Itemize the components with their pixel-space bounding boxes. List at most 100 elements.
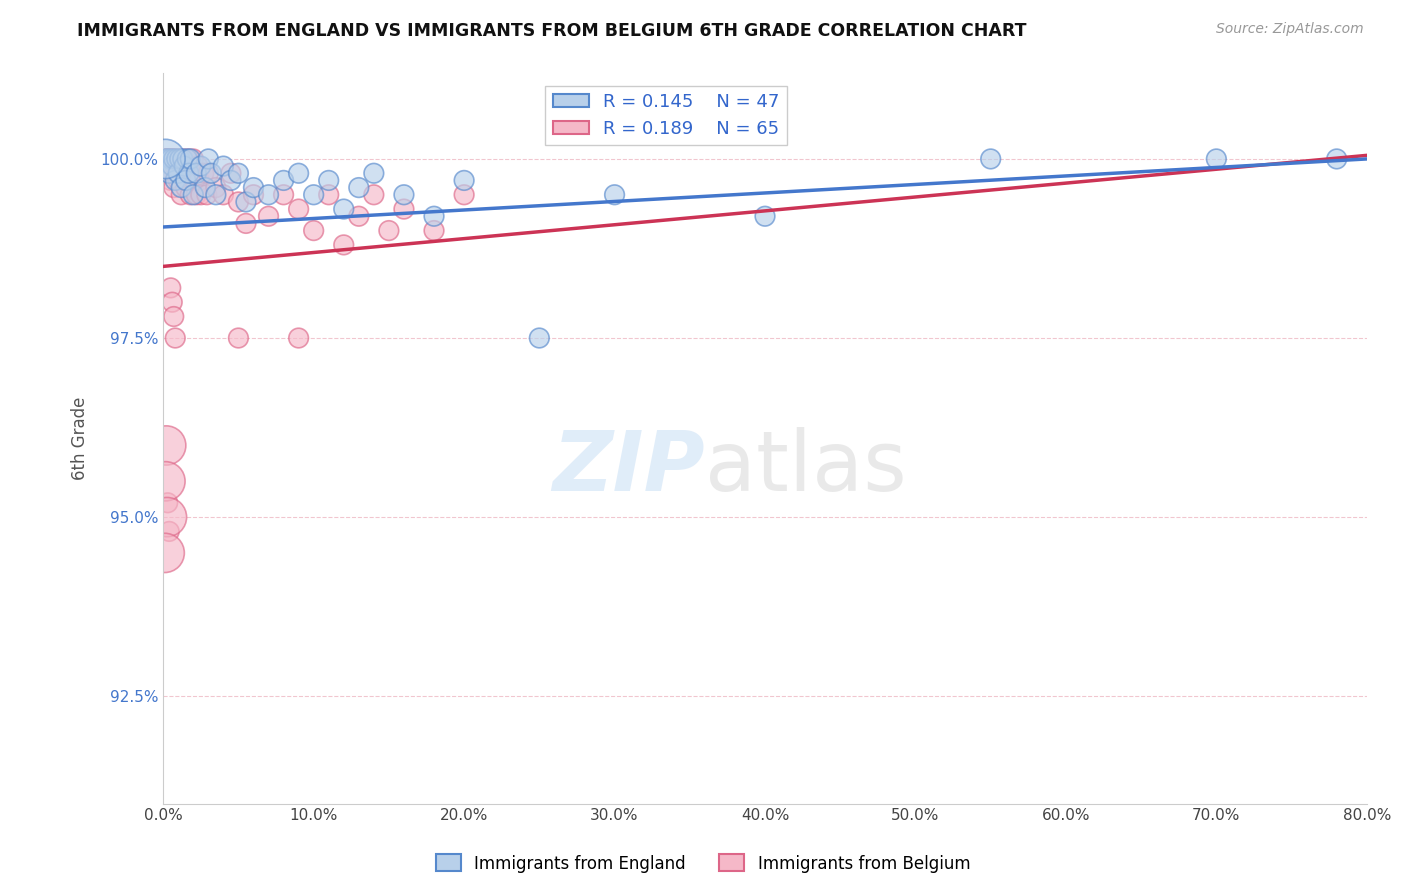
Legend: Immigrants from England, Immigrants from Belgium: Immigrants from England, Immigrants from… bbox=[429, 847, 977, 880]
Point bbox=[318, 187, 340, 202]
Point bbox=[165, 173, 187, 187]
Y-axis label: 6th Grade: 6th Grade bbox=[72, 397, 89, 480]
Point bbox=[159, 152, 181, 166]
Point bbox=[318, 173, 340, 187]
Text: Source: ZipAtlas.com: Source: ZipAtlas.com bbox=[1216, 22, 1364, 37]
Point bbox=[155, 438, 177, 452]
Point bbox=[453, 173, 475, 187]
Point bbox=[157, 166, 180, 180]
Point bbox=[173, 159, 195, 173]
Point bbox=[205, 180, 228, 194]
Point bbox=[181, 152, 204, 166]
Point bbox=[155, 152, 177, 166]
Point bbox=[165, 152, 187, 166]
Point bbox=[179, 152, 201, 166]
Point bbox=[603, 187, 626, 202]
Point bbox=[302, 223, 325, 237]
Point bbox=[228, 166, 250, 180]
Point bbox=[980, 152, 1002, 166]
Point bbox=[190, 159, 212, 173]
Point bbox=[363, 187, 385, 202]
Point bbox=[219, 173, 242, 187]
Point bbox=[453, 187, 475, 202]
Point bbox=[159, 152, 181, 166]
Point bbox=[153, 152, 176, 166]
Point bbox=[163, 159, 186, 173]
Point bbox=[177, 166, 200, 180]
Point bbox=[378, 223, 401, 237]
Point bbox=[529, 331, 551, 345]
Point bbox=[187, 159, 209, 173]
Point bbox=[235, 194, 257, 209]
Point bbox=[155, 152, 177, 166]
Point bbox=[174, 180, 197, 194]
Point bbox=[212, 187, 235, 202]
Point bbox=[190, 187, 212, 202]
Point bbox=[242, 187, 264, 202]
Point bbox=[186, 166, 208, 180]
Point bbox=[169, 152, 191, 166]
Point bbox=[172, 152, 194, 166]
Point bbox=[153, 546, 176, 560]
Point bbox=[205, 187, 228, 202]
Point bbox=[194, 180, 217, 194]
Point bbox=[423, 223, 446, 237]
Point bbox=[167, 166, 190, 180]
Text: IMMIGRANTS FROM ENGLAND VS IMMIGRANTS FROM BELGIUM 6TH GRADE CORRELATION CHART: IMMIGRANTS FROM ENGLAND VS IMMIGRANTS FR… bbox=[77, 22, 1026, 40]
Point bbox=[156, 510, 179, 524]
Point bbox=[162, 295, 184, 310]
Point bbox=[235, 216, 257, 230]
Point bbox=[170, 180, 193, 194]
Point bbox=[155, 475, 177, 489]
Point bbox=[181, 187, 204, 202]
Point bbox=[212, 159, 235, 173]
Point bbox=[392, 187, 415, 202]
Point bbox=[166, 166, 188, 180]
Point bbox=[156, 166, 179, 180]
Point bbox=[287, 331, 309, 345]
Point bbox=[363, 166, 385, 180]
Point bbox=[162, 159, 184, 173]
Point bbox=[163, 310, 186, 324]
Point bbox=[155, 152, 177, 166]
Point bbox=[347, 209, 370, 223]
Point bbox=[423, 209, 446, 223]
Point bbox=[176, 159, 198, 173]
Point bbox=[193, 166, 215, 180]
Point bbox=[754, 209, 776, 223]
Point bbox=[287, 202, 309, 216]
Point bbox=[197, 166, 219, 180]
Point bbox=[163, 152, 186, 166]
Point bbox=[332, 238, 354, 252]
Point bbox=[156, 152, 179, 166]
Point bbox=[165, 331, 187, 345]
Point bbox=[188, 173, 211, 187]
Point bbox=[257, 187, 280, 202]
Point bbox=[162, 166, 184, 180]
Text: ZIP: ZIP bbox=[553, 427, 704, 508]
Point bbox=[228, 194, 250, 209]
Point bbox=[179, 187, 201, 202]
Point bbox=[176, 152, 198, 166]
Point bbox=[155, 152, 177, 166]
Point bbox=[159, 281, 181, 295]
Point bbox=[219, 166, 242, 180]
Point bbox=[257, 209, 280, 223]
Point bbox=[332, 202, 354, 216]
Point bbox=[166, 152, 188, 166]
Point bbox=[156, 496, 179, 510]
Point bbox=[159, 173, 181, 187]
Point bbox=[172, 166, 194, 180]
Legend: R = 0.145    N = 47, R = 0.189    N = 65: R = 0.145 N = 47, R = 0.189 N = 65 bbox=[546, 86, 787, 145]
Point bbox=[157, 524, 180, 539]
Point bbox=[195, 187, 218, 202]
Point bbox=[184, 173, 207, 187]
Point bbox=[347, 180, 370, 194]
Point bbox=[160, 152, 183, 166]
Point bbox=[302, 187, 325, 202]
Point bbox=[180, 166, 202, 180]
Point bbox=[169, 152, 191, 166]
Point bbox=[157, 166, 180, 180]
Point bbox=[170, 187, 193, 202]
Point bbox=[1326, 152, 1348, 166]
